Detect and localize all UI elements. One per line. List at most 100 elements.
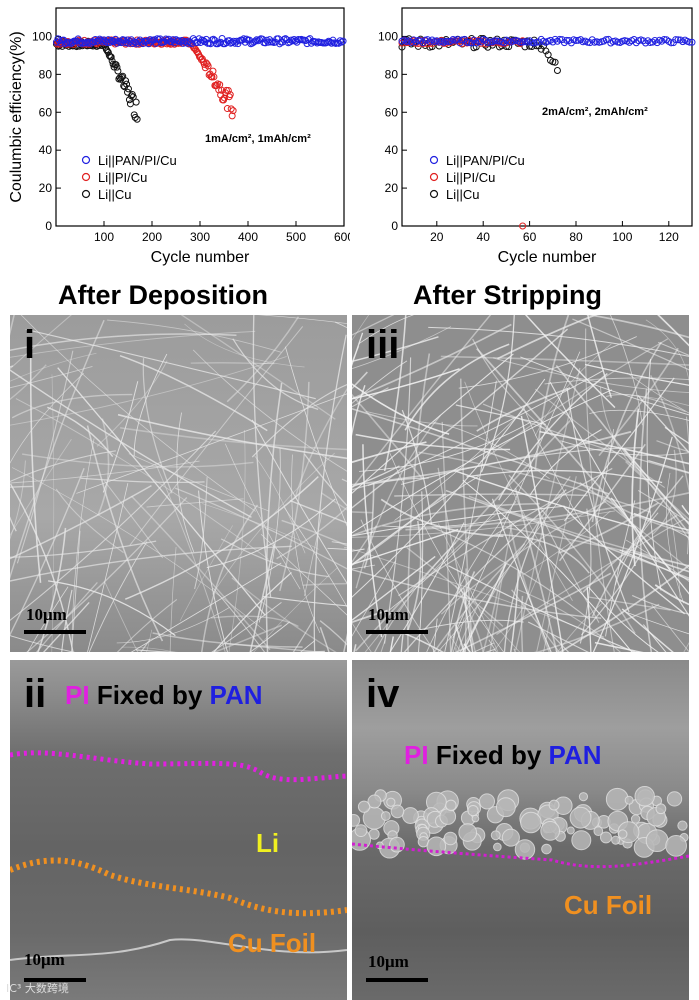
nanofiber xyxy=(179,525,233,622)
nanofiber xyxy=(450,571,476,652)
data-point xyxy=(493,37,501,45)
nanofiber xyxy=(550,633,570,652)
lithium-particle xyxy=(458,823,478,842)
nanofiber xyxy=(201,504,259,652)
nanofiber xyxy=(466,469,663,484)
data-point-outlier xyxy=(519,222,527,230)
nanofiber xyxy=(402,632,445,652)
nanofiber xyxy=(355,420,571,652)
scale-bar-i xyxy=(24,630,86,634)
nanofiber xyxy=(456,607,478,652)
data-point xyxy=(200,60,208,68)
nanofiber xyxy=(352,384,366,437)
nanofiber xyxy=(80,477,205,484)
nanofiber xyxy=(224,443,301,590)
nanofiber xyxy=(394,493,588,497)
nanofiber xyxy=(448,565,636,652)
nanofiber xyxy=(437,523,499,652)
panel-label-iii: iii xyxy=(366,323,400,367)
nanofiber xyxy=(252,315,272,598)
lithium-particle xyxy=(357,800,371,813)
nanofiber xyxy=(211,452,335,595)
data-point xyxy=(303,40,311,48)
legend-label: Li||PAN/PI/Cu xyxy=(446,153,525,168)
nanofiber xyxy=(10,484,152,560)
panel-label-i: i xyxy=(24,323,36,367)
nanofiber xyxy=(440,500,607,615)
nanofiber xyxy=(588,596,671,611)
lithium-particle xyxy=(478,793,496,810)
x-tick-label: 100 xyxy=(94,230,114,244)
data-point xyxy=(602,36,610,44)
nanofiber xyxy=(403,489,567,652)
nanofiber xyxy=(180,315,336,420)
nanofiber xyxy=(249,621,291,652)
data-point xyxy=(227,105,235,113)
nanofiber xyxy=(102,381,139,493)
nanofiber xyxy=(511,589,560,652)
nanofiber xyxy=(352,609,388,624)
nanofiber xyxy=(352,548,605,638)
nanofiber xyxy=(352,389,613,534)
nanofiber xyxy=(11,393,133,419)
plot-frame xyxy=(401,7,693,227)
nanofiber xyxy=(285,346,347,527)
data-point xyxy=(204,62,212,70)
nanofiber xyxy=(389,453,505,652)
nanofiber xyxy=(302,582,347,586)
nanofiber xyxy=(254,455,306,554)
data-point xyxy=(146,36,154,44)
y-tick-label: 60 xyxy=(39,105,53,119)
data-point xyxy=(444,38,452,46)
cross-section-lines-ii xyxy=(10,750,347,961)
nanofiber xyxy=(27,586,69,652)
nanofiber xyxy=(462,479,633,652)
nanofiber xyxy=(625,460,689,521)
data-point xyxy=(642,39,650,47)
lithium-particle xyxy=(593,826,604,836)
nanofiber xyxy=(213,572,292,652)
legend-label: Li||PI/Cu xyxy=(446,170,495,185)
lithium-particle xyxy=(617,829,628,839)
nanofiber xyxy=(10,366,93,389)
nanofiber xyxy=(558,564,689,652)
nanofiber xyxy=(279,381,310,592)
panel-label-ii: ii xyxy=(24,672,47,716)
data-point xyxy=(463,38,471,46)
nanofiber xyxy=(464,568,467,652)
legend-label: Li||Cu xyxy=(446,187,480,202)
data-point xyxy=(131,114,139,122)
data-point xyxy=(686,38,694,46)
nanofiber xyxy=(417,491,424,652)
nanofiber xyxy=(476,348,672,571)
nanofiber xyxy=(10,485,33,488)
data-point xyxy=(323,38,331,46)
nanofiber xyxy=(394,408,525,521)
data-point xyxy=(107,53,115,61)
nanofiber xyxy=(363,483,375,569)
nanofiber xyxy=(16,350,74,564)
nanofiber xyxy=(25,328,316,400)
nanofiber xyxy=(452,617,465,652)
nanofiber xyxy=(319,626,330,652)
nanofiber xyxy=(585,315,689,339)
nanofiber xyxy=(352,525,377,564)
nanofiber xyxy=(355,433,511,451)
nanofiber xyxy=(520,356,689,416)
nanofiber xyxy=(626,611,689,635)
sem-panel-iii: iii 10μm xyxy=(352,315,689,652)
nanofiber xyxy=(135,649,325,652)
nanofiber xyxy=(249,543,276,652)
nanofiber xyxy=(455,572,612,652)
data-point xyxy=(667,39,675,47)
nanofiber xyxy=(608,392,689,406)
x-tick-label: 400 xyxy=(238,230,258,244)
nanofiber xyxy=(591,341,662,523)
nanofiber xyxy=(57,367,266,616)
nanofiber xyxy=(508,474,636,634)
nanofiber xyxy=(10,330,256,358)
nanofiber xyxy=(496,517,686,635)
nanofiber xyxy=(220,538,329,578)
nanofiber xyxy=(352,465,400,488)
nanofiber xyxy=(352,548,365,552)
